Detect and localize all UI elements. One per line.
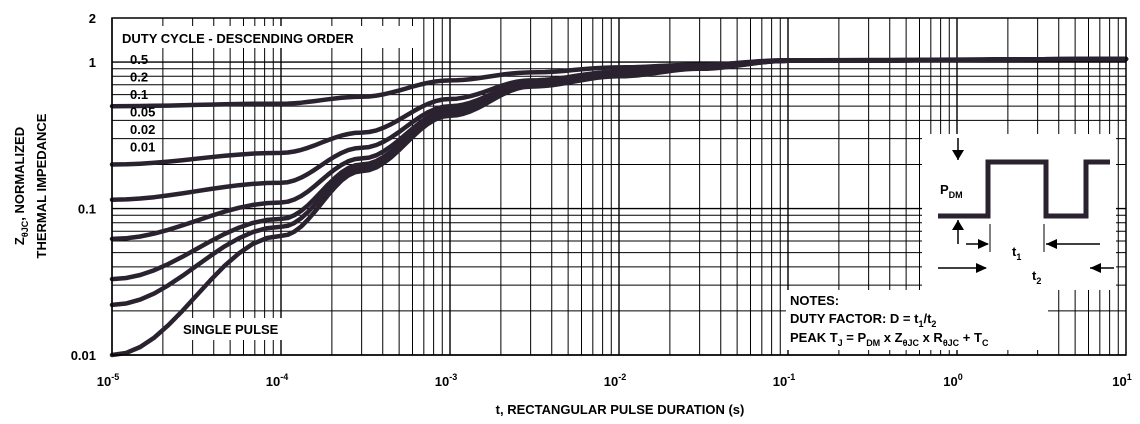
x-tick-label: 10-1 [773,372,795,389]
curve-single-pulse [109,56,1129,358]
t2-label: t2 [1032,268,1041,286]
notes-background [786,290,1048,350]
x-tick-label: 10-5 [97,372,119,389]
x-tick-label: 10-3 [435,372,457,389]
df-mid: /t [923,311,932,326]
pk-s5: C [982,338,989,348]
legend-item: 0.2 [130,70,148,85]
t1-label-sub: 1 [1016,252,1021,262]
pdm-arrow-top-head [952,150,964,160]
df-prefix: DUTY FACTOR: D = t [790,311,919,326]
t1-arrow-right-head [1046,239,1057,249]
y-tick-label: 1 [89,55,96,70]
legend-item: 0.5 [130,52,148,67]
pulse-waveform [938,159,1110,219]
plot-frame [111,17,1127,356]
single-pulse-box [178,318,306,340]
legend-item: 0.05 [130,105,155,120]
pdm-label-sub: DM [949,190,963,200]
x-tick-label: 10-2 [604,372,626,389]
t1-label: t1 [1012,244,1021,262]
df-sub1: 1 [918,319,923,329]
pk-p5: + T [959,330,982,345]
x-axis-title: t, RECTANGULAR PULSE DURATION (s) [496,402,745,417]
y-title-z: Z [12,237,27,245]
pk-s1: J [838,338,843,348]
pulse-waveform-inset: PDM t1 t2 [922,134,1116,290]
notes-duty-factor: DUTY FACTOR: D = t1/t2 [790,311,936,329]
legend-item: 0.1 [130,87,148,102]
pk-p1: PEAK T [790,330,838,345]
t1-arrow-left-head [978,239,989,249]
t1-label-base: t [1012,244,1017,259]
pk-p3: x Z [880,330,902,345]
pdm-label-base: P [940,182,949,197]
pk-p2: = P [843,330,867,345]
single-pulse-label: SINGLE PULSE [183,322,279,337]
pk-s3: θJC [903,338,920,348]
legend-item: 0.01 [130,140,155,155]
legend-item: 0.02 [130,122,155,137]
chart-curves [109,56,1129,358]
y-title-sub: θJC [20,220,30,237]
legend-items: 0.5 0.2 0.1 0.05 0.02 0.01 [130,52,155,155]
t2-arrow-right-head [1090,263,1101,273]
y-axis-ticks: 0.01 0.1 1 2 [71,11,96,363]
x-axis-ticks: 10-5 10-4 10-3 10-2 10-1 100 101 [97,372,1132,389]
df-sub2: 2 [931,319,936,329]
legend-title: DUTY CYCLE - DESCENDING ORDER [122,31,354,46]
x-tick-label: 101 [1112,372,1131,389]
legend-title-box [118,26,414,48]
y-tick-label: 2 [89,11,96,26]
y-tick-label: 0.01 [71,348,96,363]
pdm-label: PDM [940,182,963,200]
pk-p4: x R [919,330,943,345]
notes-block: NOTES: DUTY FACTOR: D = t1/t2 PEAK TJ = … [786,290,1048,350]
pk-s4: θJC [943,338,960,348]
t2-label-base: t [1032,268,1037,283]
y-tick-label: 0.1 [78,202,96,217]
x-tick-label: 100 [943,372,962,389]
x-tick-label: 10-4 [266,372,288,389]
t2-label-sub: 2 [1036,276,1041,286]
pdm-arrow-bottom-head [952,220,964,230]
y-axis-title-line1: ZθJC, NORMALIZED [12,127,30,245]
notes-title: NOTES: [790,293,839,308]
pk-s2: DM [866,338,880,348]
y-title-rest: , NORMALIZED [12,127,27,221]
y-axis-title-line2: THERMAL IMPEDANCE [34,113,49,258]
notes-peak-temperature: PEAK TJ = PDM x ZθJC x RθJC + TC [790,330,989,348]
t2-arrow-left-head [976,263,987,273]
